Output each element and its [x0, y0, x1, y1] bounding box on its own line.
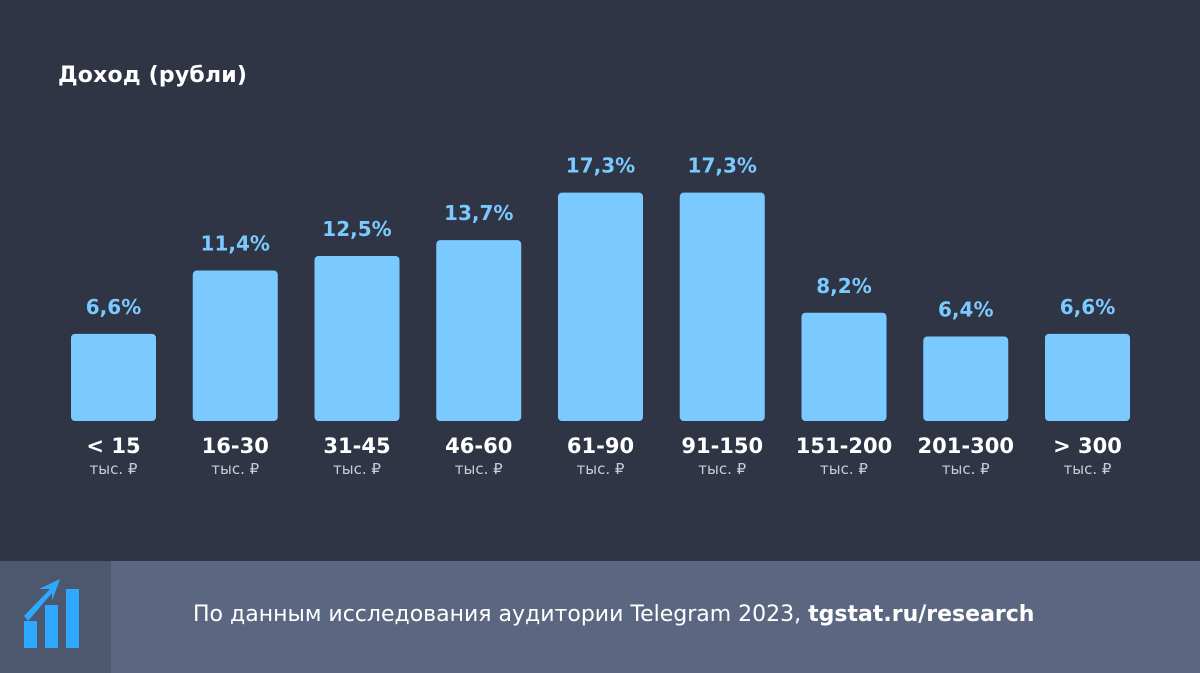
unit-label: тыс. ₽	[211, 460, 259, 478]
source-text: По данным исследования аудитории Telegra…	[193, 602, 809, 627]
income-bar-chart: 6,6% < 15 тыс. ₽ 11,4% 16-30 тыс. ₽ 12,5% 31-45…	[71, 154, 1130, 478]
bar-value-label: 12,5%	[322, 217, 391, 241]
bar-value-label: 13,7%	[444, 201, 513, 225]
bar	[923, 336, 1009, 421]
bar	[436, 240, 522, 421]
unit-label: тыс. ₽	[942, 460, 990, 478]
unit-label: тыс. ₽	[333, 460, 381, 478]
unit-label: тыс. ₽	[577, 460, 625, 478]
unit-label: тыс. ₽	[698, 460, 746, 478]
chart-title: Доход (рубли)	[58, 63, 248, 88]
category-label: 91-150	[681, 434, 763, 458]
bar-value-label: 17,3%	[566, 154, 635, 178]
category-label: 201-300	[918, 434, 1014, 458]
source-note: По данным исследования аудитории Telegra…	[193, 602, 1034, 627]
bar	[1045, 333, 1130, 421]
bar	[679, 192, 765, 421]
bar	[71, 333, 156, 421]
bar	[801, 312, 887, 421]
bar-value-label: 6,6%	[1060, 295, 1115, 319]
bar-value-label: 17,3%	[688, 154, 757, 178]
bar	[192, 270, 278, 421]
category-label: 16-30	[202, 434, 269, 458]
category-label: 46-60	[445, 434, 512, 458]
bar-value-label: 6,6%	[86, 295, 141, 319]
logo-box	[0, 561, 111, 673]
bar	[314, 256, 400, 421]
category-label: < 15	[86, 434, 140, 458]
unit-label: тыс. ₽	[90, 460, 138, 478]
category-label: 61-90	[567, 434, 634, 458]
category-label: 151-200	[796, 434, 892, 458]
category-label: 31-45	[323, 434, 390, 458]
bar-value-label: 11,4%	[201, 232, 270, 256]
bar-value-label: 8,2%	[816, 274, 871, 298]
unit-label: тыс. ₽	[820, 460, 868, 478]
category-label: > 300	[1053, 434, 1122, 458]
unit-label: тыс. ₽	[455, 460, 503, 478]
unit-label: тыс. ₽	[1064, 460, 1112, 478]
bar	[558, 192, 643, 421]
bar-value-label: 6,4%	[938, 298, 993, 322]
tgstat-logo-icon	[24, 579, 79, 648]
footer: По данным исследования аудитории Telegra…	[0, 561, 1200, 673]
source-link[interactable]: tgstat.ru/research	[808, 602, 1035, 627]
